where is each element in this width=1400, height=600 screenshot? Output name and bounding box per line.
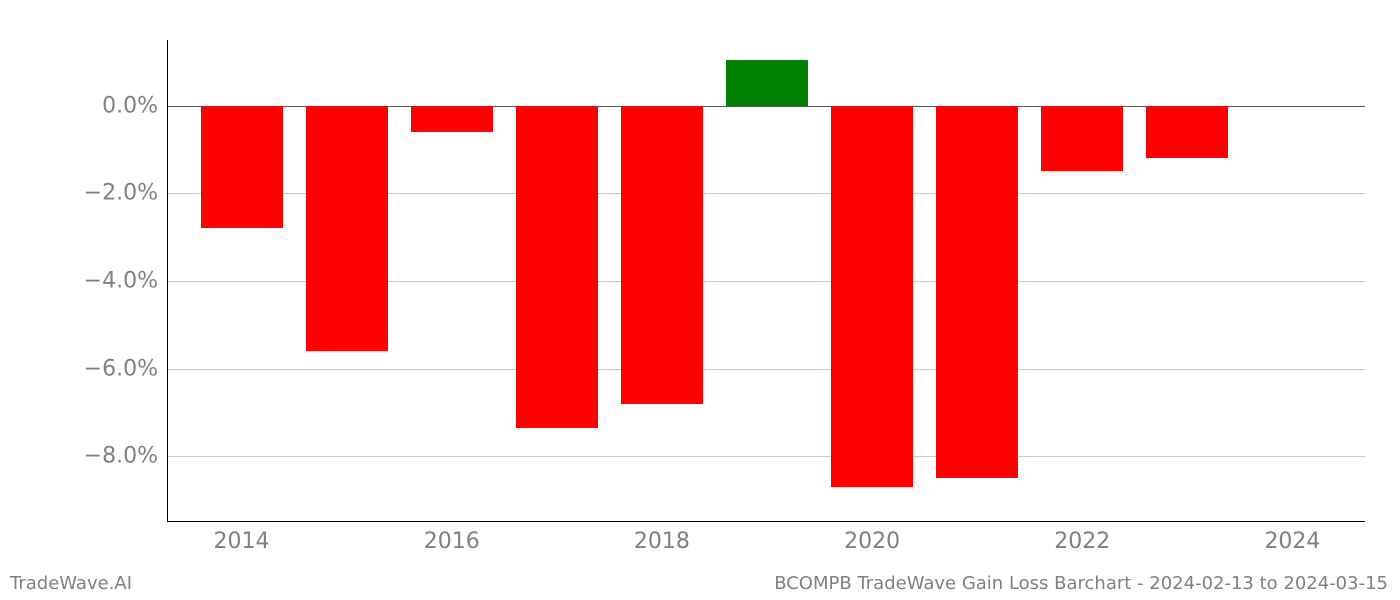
- ytick-label: −4.0%: [84, 269, 168, 294]
- footer-right-text: BCOMPB TradeWave Gain Loss Barchart - 20…: [774, 573, 1388, 594]
- xtick-label: 2024: [1264, 521, 1320, 554]
- gridline: [168, 456, 1365, 457]
- bar: [411, 106, 493, 132]
- bar: [306, 106, 388, 351]
- xtick-label: 2014: [214, 521, 270, 554]
- xtick-label: 2020: [844, 521, 900, 554]
- bar: [201, 106, 283, 229]
- ytick-label: −2.0%: [84, 181, 168, 206]
- xtick-label: 2018: [634, 521, 690, 554]
- xtick-label: 2022: [1054, 521, 1110, 554]
- ytick-label: −8.0%: [84, 444, 168, 469]
- xtick-label: 2016: [424, 521, 480, 554]
- figure: 0.0% −2.0% −4.0% −6.0% −8.0% 2014 2016 2018 2020…: [0, 0, 1400, 600]
- bar: [726, 60, 808, 106]
- bar: [1041, 106, 1123, 172]
- bar: [1146, 106, 1228, 159]
- bar: [516, 106, 598, 428]
- footer-left-text: TradeWave.AI: [10, 573, 132, 594]
- bar: [621, 106, 703, 404]
- bar: [831, 106, 913, 487]
- plot-area: 0.0%−2.0%−4.0%−6.0%−8.0%2014201620182020…: [167, 40, 1365, 522]
- ytick-label: −6.0%: [84, 356, 168, 381]
- bar: [936, 106, 1018, 478]
- ytick-label: 0.0%: [102, 93, 168, 118]
- gridline: [168, 369, 1365, 370]
